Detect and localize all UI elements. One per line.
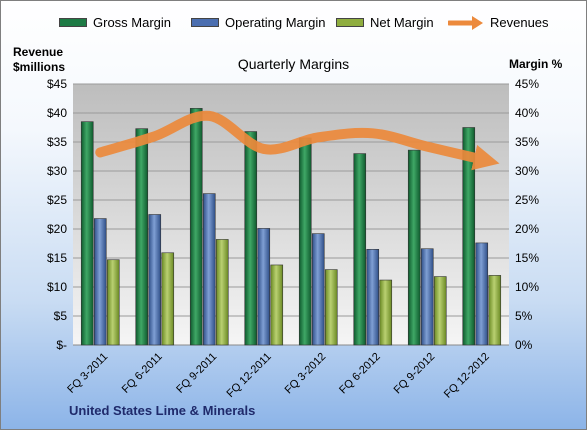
bar-operating-margin: [148, 214, 162, 346]
bar-gross-margin: [353, 153, 367, 346]
right-tick-label: 20%: [515, 222, 539, 236]
bar-net-margin: [488, 275, 502, 346]
left-tick-label: $30: [47, 164, 67, 178]
legend-item-operating-margin: Operating Margin: [191, 15, 325, 30]
category-label: FQ 12-2012: [442, 351, 492, 401]
category-label: FQ 9-2012: [392, 351, 438, 397]
left-axis-ticks: $- $5 $10 $15 $20 $25 $30 $35 $40 $45: [47, 77, 67, 352]
legend: Gross Margin Operating Margin Net Margin…: [1, 15, 586, 37]
bar-operating-margin: [311, 233, 325, 346]
bar-operating-margin: [257, 228, 271, 346]
left-tick-label: $25: [47, 193, 67, 207]
revenue-line: [95, 110, 500, 171]
bar-gross-margin: [135, 128, 149, 346]
legend-label-net-margin: Net Margin: [370, 15, 434, 30]
right-tick-label: 10%: [515, 280, 539, 294]
legend-item-gross-margin: Gross Margin: [59, 15, 171, 30]
bar-net-margin: [161, 252, 175, 346]
right-tick-label: 15%: [515, 251, 539, 265]
right-axis-ticks: 0% 5% 10% 15% 20% 25% 30% 35% 40% 45%: [515, 77, 539, 352]
right-tick-label: 30%: [515, 164, 539, 178]
category-labels: FQ 3-2011 FQ 6-2011 FQ 9-2011 FQ 12-2011 FQ …: [65, 351, 492, 401]
legend-label-gross-margin: Gross Margin: [93, 15, 172, 30]
right-tick-label: 45%: [515, 77, 539, 91]
left-tick-label: $5: [54, 309, 68, 323]
left-tick-label: $40: [47, 106, 67, 120]
bar-net-margin: [433, 276, 447, 346]
bar-net-margin: [379, 279, 393, 346]
left-axis-title-line-2: $millions: [13, 60, 66, 74]
right-tick-label: 40%: [515, 106, 539, 120]
category-label: FQ 3-2011: [65, 351, 110, 396]
category-label: FQ 3-2012: [283, 351, 329, 397]
bar-gross-margin: [244, 131, 258, 346]
bar-net-margin: [324, 269, 338, 346]
legend-swatch-operating-margin: [191, 18, 219, 27]
right-tick-label: 5%: [515, 309, 533, 323]
bar-gross-margin: [189, 108, 203, 346]
legend-arrow-icon: [448, 15, 483, 30]
left-tick-label: $35: [47, 135, 67, 149]
bar-gross-margin: [298, 137, 312, 346]
revenue-line-path: [95, 110, 500, 171]
left-tick-label: $-: [56, 338, 67, 352]
bar-operating-margin: [366, 249, 380, 346]
left-axis-title: Revenue $millions: [13, 45, 65, 75]
legend-item-revenues: Revenues: [448, 15, 549, 30]
bar-gross-margin: [462, 127, 476, 346]
right-tick-label: 0%: [515, 338, 533, 352]
category-label: FQ 12-2011: [224, 351, 273, 400]
left-axis-title-line-1: Revenue: [13, 45, 64, 59]
right-axis-title: Margin %: [509, 57, 563, 71]
bar-net-margin: [270, 264, 284, 346]
bar-net-margin: [106, 259, 120, 346]
left-tick-label: $45: [47, 77, 67, 91]
legend-item-net-margin: Net Margin: [336, 15, 434, 30]
bar-gross-margin: [407, 149, 421, 346]
bars: [80, 108, 502, 346]
category-label: FQ 6-2011: [120, 351, 165, 396]
right-tick-label: 25%: [515, 193, 539, 207]
right-tick-label: 35%: [515, 135, 539, 149]
bar-operating-margin: [475, 242, 489, 346]
company-name: United States Lime & Minerals: [69, 403, 256, 418]
left-tick-label: $10: [47, 280, 67, 294]
legend-label-operating-margin: Operating Margin: [225, 15, 326, 30]
bar-operating-margin: [93, 218, 107, 346]
category-label: FQ 6-2012: [337, 351, 383, 397]
bar-operating-margin: [420, 248, 434, 346]
legend-label-revenues: Revenues: [490, 15, 549, 30]
bar-net-margin: [215, 239, 229, 346]
legend-swatch-net-margin: [336, 18, 364, 27]
bar-operating-margin: [202, 193, 216, 346]
legend-swatch-gross-margin: [59, 18, 87, 27]
left-tick-label: $15: [47, 251, 67, 265]
bar-gross-margin: [80, 121, 94, 346]
category-label: FQ 9-2011: [174, 351, 219, 396]
chart-title: Quarterly Margins: [237, 56, 350, 72]
left-tick-label: $20: [47, 222, 67, 236]
